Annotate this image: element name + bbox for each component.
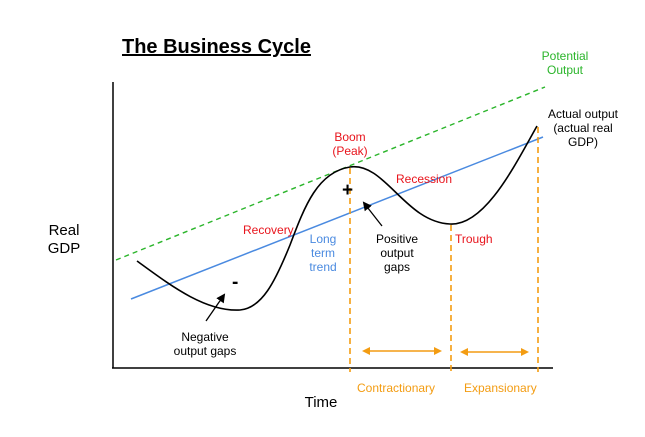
y-axis-label: Real GDP: [44, 222, 84, 258]
actual-output-curve: [136, 125, 538, 311]
boom-label-line2: (Peak): [332, 144, 368, 158]
potential-output-label: Potential Output: [530, 49, 600, 77]
potential-label-line1: Potential: [541, 49, 589, 63]
boom-peak-label: Boom (Peak): [320, 130, 380, 158]
actual-label-line1: Actual output: [547, 107, 619, 121]
x-axis-label: Time: [304, 394, 338, 411]
negative-label-line2: output gaps: [173, 344, 237, 358]
chart-title: The Business Cycle: [122, 36, 311, 58]
potential-label-line2: Output: [546, 63, 584, 77]
negative-gap-pointer: [205, 293, 226, 322]
actual-label-line3: GDP): [568, 135, 598, 149]
long-term-trend-line: [130, 136, 544, 300]
trend-label-line1: Long: [309, 232, 337, 246]
recession-label: Recession: [396, 172, 453, 186]
negative-label-line1: Negative: [181, 330, 229, 344]
recovery-label: Recovery: [243, 223, 294, 237]
y-axis-label-line2: GDP: [47, 240, 81, 257]
actual-label-line2: (actual real: [553, 121, 613, 135]
trend-label-line3: trend: [309, 260, 337, 274]
axes: [112, 82, 553, 369]
positive-gap-label: Positive output gaps: [372, 232, 422, 274]
expansionary-label: Expansionary: [464, 381, 537, 395]
positive-gap-pointer: [362, 201, 383, 227]
trend-label-line2: term: [311, 246, 335, 260]
actual-output-label: Actual output (actual real GDP): [538, 107, 628, 149]
boom-label-line1: Boom: [334, 130, 366, 144]
y-axis-label-line1: Real: [48, 222, 80, 239]
positive-label-line2: output: [380, 246, 414, 260]
positive-label-line3: gaps: [383, 260, 411, 274]
trough-label: Trough: [455, 232, 493, 246]
positive-gap-sign: +: [342, 180, 354, 201]
contractionary-label: Contractionary: [357, 381, 436, 395]
negative-gap-label: Negative output gaps: [165, 330, 245, 358]
long-term-trend-label: Long term trend: [303, 232, 343, 274]
phase-dividers: [349, 127, 539, 372]
positive-label-line1: Positive: [375, 232, 419, 246]
negative-gap-sign: -: [232, 272, 239, 293]
